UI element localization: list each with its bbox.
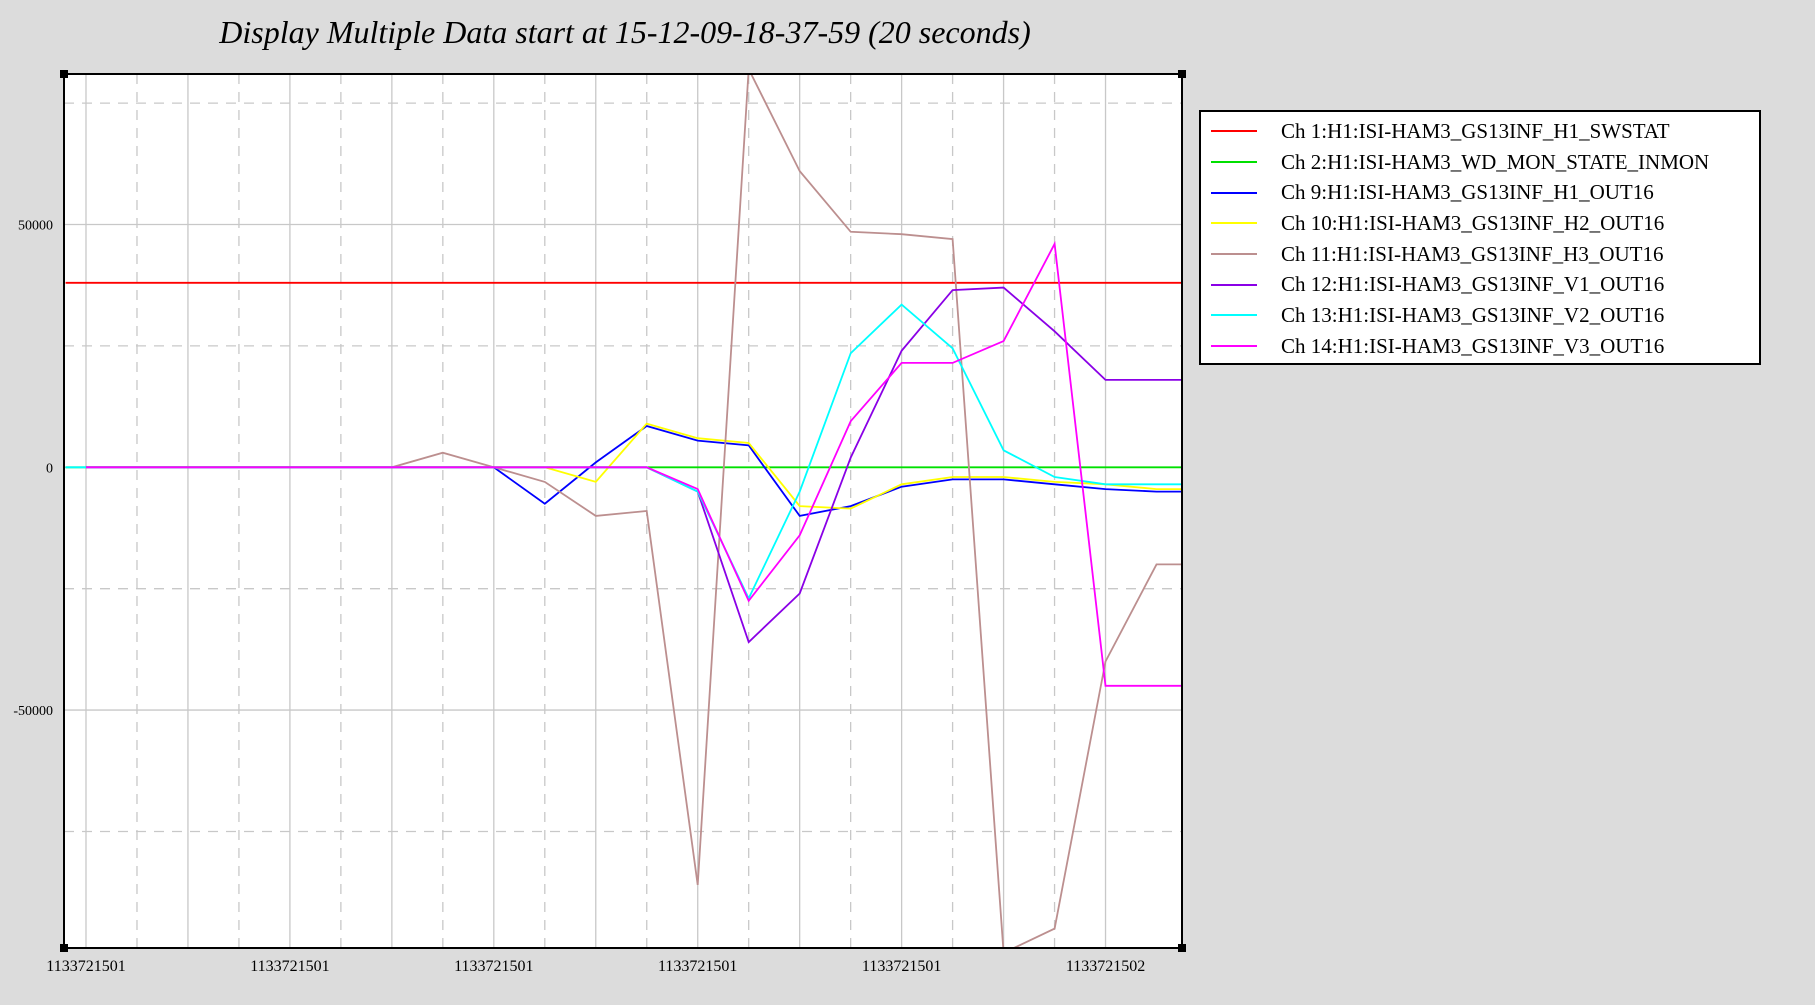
legend-item: Ch 13:H1:ISI-HAM3_GS13INF_V2_OUT16 (1211, 300, 1759, 331)
x-tick-label: 1133721501 (454, 958, 533, 975)
y-tick-label: 0 (46, 461, 53, 476)
legend-swatch (1211, 222, 1257, 225)
x-tick-label: 1133721501 (46, 958, 125, 975)
resize-handle[interactable] (60, 944, 68, 952)
resize-handle[interactable] (60, 70, 68, 78)
x-tick-label: 1133721501 (658, 958, 737, 975)
resize-handle[interactable] (1178, 70, 1186, 78)
legend-item: Ch 12:H1:ISI-HAM3_GS13INF_V1_OUT16 (1211, 269, 1759, 300)
y-axis-ticks: 50000 0 -50000 (13, 219, 53, 720)
legend-swatch (1211, 314, 1257, 317)
legend-label: Ch 1:H1:ISI-HAM3_GS13INF_H1_SWSTAT (1281, 118, 1670, 143)
series-line-8 (86, 240, 1182, 687)
legend-item: Ch 9:H1:ISI-HAM3_GS13INF_H1_OUT16 (1211, 177, 1759, 208)
legend-item: Ch 14:H1:ISI-HAM3_GS13INF_V3_OUT16 (1211, 331, 1759, 362)
legend-item: Ch 1:H1:ISI-HAM3_GS13INF_H1_SWSTAT (1211, 116, 1759, 147)
legend-label: Ch 11:H1:ISI-HAM3_GS13INF_H3_OUT16 (1281, 241, 1664, 266)
legend-label: Ch 2:H1:ISI-HAM3_WD_MON_STATE_INMON (1281, 149, 1710, 174)
legend-item: Ch 10:H1:ISI-HAM3_GS13INF_H2_OUT16 (1211, 208, 1759, 239)
legend-swatch (1211, 130, 1257, 133)
resize-handles[interactable] (60, 70, 1186, 952)
chart-title: Display Multiple Data start at 15-12-09-… (219, 14, 1031, 50)
legend-label: Ch 10:H1:ISI-HAM3_GS13INF_H2_OUT16 (1281, 210, 1665, 235)
x-tick-label: 1133721502 (1066, 958, 1145, 975)
x-tick-label: 1133721501 (862, 958, 941, 975)
x-tick-label: 1133721501 (250, 958, 329, 975)
legend-item: Ch 2:H1:ISI-HAM3_WD_MON_STATE_INMON (1211, 147, 1759, 178)
legend-label: Ch 12:H1:ISI-HAM3_GS13INF_V1_OUT16 (1281, 272, 1665, 297)
series-layer (65, 74, 1182, 948)
resize-handle[interactable] (1178, 944, 1186, 952)
y-tick-label: -50000 (13, 704, 53, 719)
legend-swatch (1211, 253, 1257, 256)
legend-label: Ch 9:H1:ISI-HAM3_GS13INF_H1_OUT16 (1281, 180, 1654, 205)
plot-frame (63, 73, 1183, 949)
legend-swatch (1211, 191, 1257, 194)
legend-swatch (1211, 345, 1257, 348)
legend-swatch (1211, 161, 1257, 164)
legend-label: Ch 13:H1:ISI-HAM3_GS13INF_V2_OUT16 (1281, 302, 1665, 327)
x-axis-ticks: 1133721501 1133721501 1133721501 1133721501… (46, 958, 1145, 975)
legend-swatch (1211, 283, 1257, 286)
legend-item: Ch 11:H1:ISI-HAM3_GS13INF_H3_OUT16 (1211, 239, 1759, 270)
y-tick-label: 50000 (18, 219, 53, 234)
legend: Ch 1:H1:ISI-HAM3_GS13INF_H1_SWSTAT Ch 2:H… (1199, 110, 1761, 365)
plot-background (64, 74, 1182, 948)
legend-label: Ch 14:H1:ISI-HAM3_GS13INF_V3_OUT16 (1281, 333, 1665, 358)
